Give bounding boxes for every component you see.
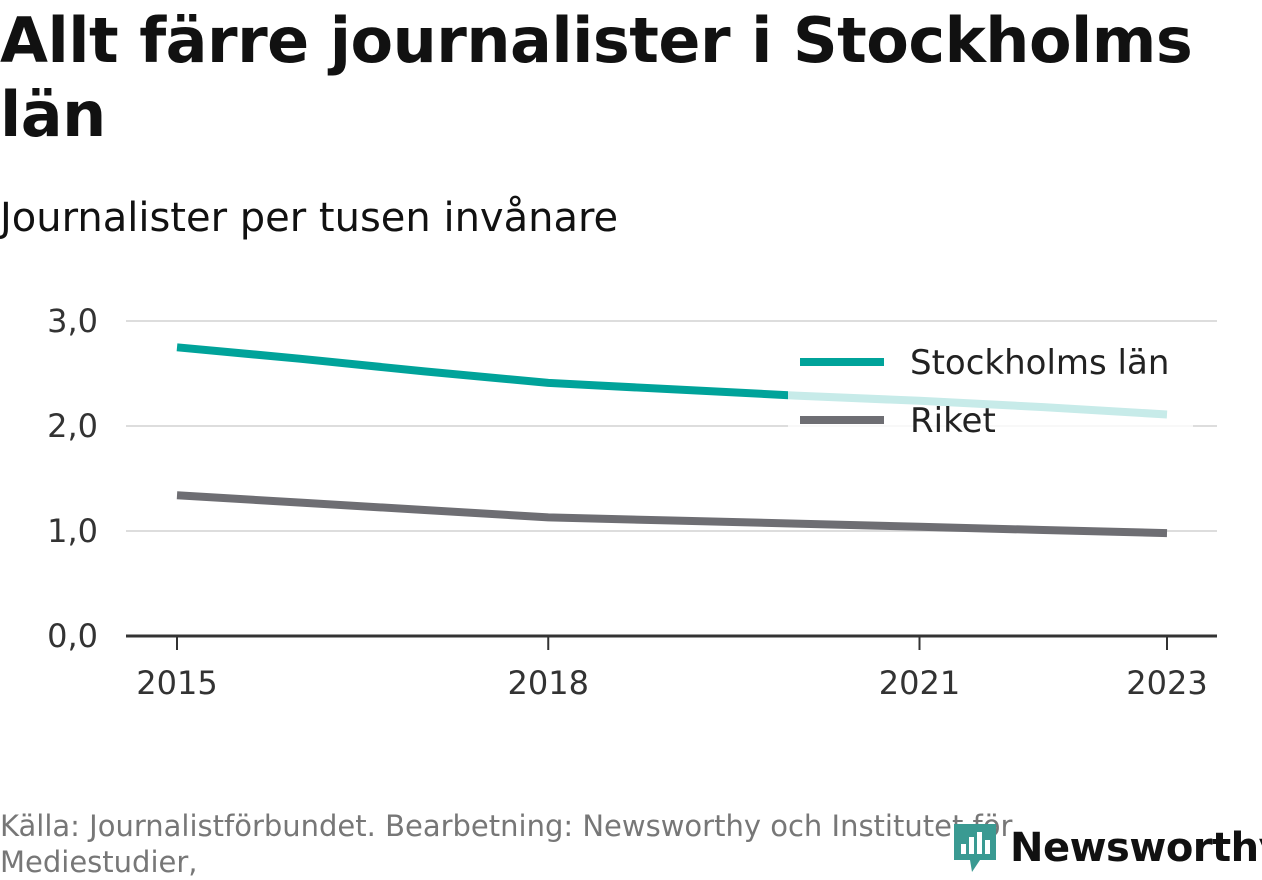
- x-tick-label: 2023: [1126, 664, 1207, 702]
- newsworthy-logo-icon: [954, 824, 996, 872]
- x-tick-label: 2018: [508, 664, 589, 702]
- y-tick-label: 2,0: [47, 407, 98, 445]
- brand-name: Newsworthy: [1010, 825, 1262, 871]
- y-tick-label: 0,0: [47, 617, 98, 655]
- series-line: [176, 491, 1168, 538]
- chart-subtitle: Journalister per tusen invånare: [0, 195, 619, 241]
- brand-logo: Newsworthy: [950, 820, 1262, 876]
- y-tick-label: 1,0: [47, 512, 98, 550]
- legend: Stockholms län Riket: [788, 330, 1193, 442]
- y-tick-label: 3,0: [47, 302, 98, 340]
- x-tick-label: 2021: [879, 664, 960, 702]
- x-axis: 2015 2018 2021 2023: [126, 634, 1217, 702]
- legend-label: Riket: [910, 401, 996, 441]
- x-tick-label: 2015: [136, 664, 217, 702]
- line-chart: 0,0 1,0 2,0 3,0 2015 2018 2021 2023 Stockholms…: [47, 302, 1217, 702]
- y-axis-ticks: 0,0 1,0 2,0 3,0: [47, 302, 98, 655]
- source-note: Källa: Journalistförbundet. Bearbetning:…: [0, 809, 1013, 879]
- legend-label: Stockholms län: [910, 343, 1169, 383]
- chart-title: Allt färre journalister i Stockholms län: [0, 4, 1193, 151]
